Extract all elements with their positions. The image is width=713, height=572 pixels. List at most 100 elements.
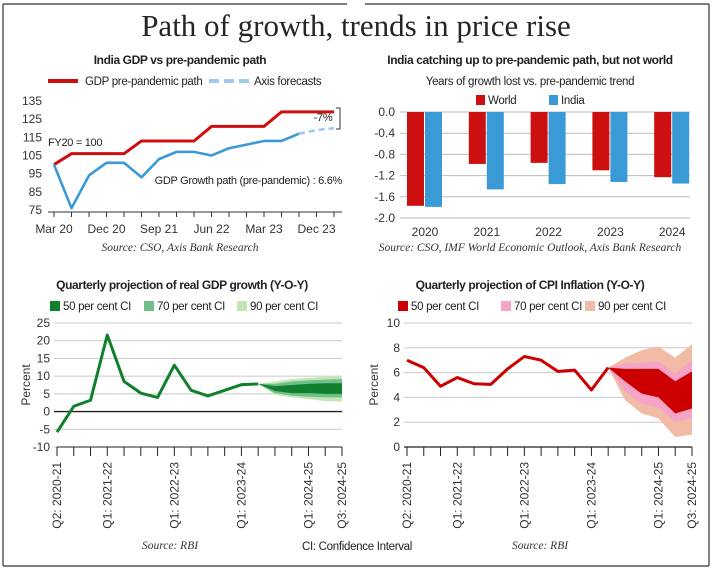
gap-bracket [336,107,341,130]
y-tick-label: 75 [29,203,43,217]
legend-label: 50 per cent CI [63,301,131,313]
series-line-actual [55,333,259,433]
y-tick-label: 135 [22,94,42,108]
y-tick-label: -0.8 [374,147,395,161]
legend-label: 70 per cent CI [157,301,225,313]
x-tick-label: Q1: 2023-24 [234,462,248,529]
y-tick-label: 4 [393,390,400,404]
x-tick-label: 2020 [412,225,439,239]
bar-india-2023 [610,112,628,182]
frame [2,3,710,567]
y-tick-label: -1.2 [374,169,395,183]
legend-swatch-70 [501,301,511,311]
chart-title: India catching up to pre-pandemic path, … [387,53,673,67]
y-tick-label: 2 [393,415,400,429]
legend-swatch-world [476,95,485,105]
y-tick-label: 125 [22,112,42,126]
band-ci50 [258,383,342,394]
bar-india-2020 [425,112,442,207]
chart-source: Source: RBI [512,540,569,552]
bar-world-2023 [592,112,610,171]
y-tick-label: 10 [387,316,401,330]
y-tick-label: 10 [37,369,51,383]
x-tick-label: 2023 [597,225,624,239]
band-ci50 [608,367,692,414]
legend-swatch-70 [144,301,154,311]
y-tick-label: 115 [23,130,42,144]
y-tick-label: 95 [29,167,43,181]
legend-swatch-50 [398,301,408,311]
legend-label: World [488,95,516,107]
x-tick-label: Q1: 2021-22 [100,462,114,529]
chart-source: Source: CSO, Axis Bank Research [101,242,258,254]
series-line-actual [406,354,610,392]
y-tick-label: 0 [393,440,400,454]
y-tick-label: 25 [37,316,51,330]
cpi-projection-chart: Quarterly projection of CPI Inflation (Y… [367,278,699,552]
y-tick-label: -0.4 [374,126,395,140]
legend-swatch-90 [237,301,247,311]
series-line-pre-pandemic [53,110,334,166]
bar-india-2021 [486,112,504,190]
chart-title: Quarterly projection of CPI Inflation (Y… [416,278,645,292]
legend-swatch-india [549,95,558,105]
legend-swatch-50 [50,301,60,311]
x-tick-label: Jun 22 [193,222,229,236]
y-tick-label: 5 [43,387,50,401]
y-tick-label: -2.0 [374,211,395,225]
x-tick-label: 2022 [535,225,562,239]
bar-world-2022 [530,112,548,163]
bar-world-2021 [468,112,486,164]
x-tick-label: Mar 20 [35,222,73,236]
x-tick-label: 2024 [659,225,686,239]
growth-path-annotation: GDP Growth path (pre-pandemic) : 6.6% [155,175,343,187]
legend-label: India [561,95,585,107]
legend-label: GDP pre-pandemic path [85,76,203,88]
y-tick-label: -5 [39,422,50,436]
y-axis-label: Percent [367,364,381,406]
series-line-gdp-actual [52,132,300,210]
gap-annotation: -7% [314,112,333,124]
x-tick-label: Q3: 2024-25 [335,462,349,529]
x-tick-label: Q1: 2024-25 [651,462,665,529]
bar-world-2020 [407,112,424,206]
y-tick-label: 6 [393,366,400,380]
legend-label: 90 per cent CI [250,301,318,313]
y-tick-label: -1.6 [374,190,395,204]
chart-subtitle: Years of growth lost vs. pre-pandemic tr… [426,76,634,88]
chart-source: Source: RBI [142,540,199,552]
footnote: CI: Confidence Interval [302,541,412,553]
bar-world-2024 [654,112,672,178]
y-tick-label: 20 [37,334,51,348]
x-tick-label: Q1: 2023-24 [584,462,598,529]
bar-india-2022 [548,112,566,185]
legend-label: 50 per cent CI [411,301,479,313]
legend-swatch-90 [585,301,595,311]
legend-label: 70 per cent CI [514,301,582,313]
gdp-growth-projection-chart: Quarterly projection of real GDP growth … [19,278,349,552]
x-tick-label: 2021 [473,225,500,239]
x-tick-label: Q1: 2022-23 [167,462,181,529]
x-tick-label: Mar 23 [245,222,283,236]
series-line-axis-forecast [298,126,335,135]
page-title: Path of growth, trends in price rise [141,8,571,43]
bar-india-2024 [672,112,690,184]
y-tick-label: -10 [33,440,51,454]
y-tick-label: 8 [393,341,400,355]
chart-source: Source: CSO, IMF World Economic Outlook,… [379,242,682,254]
x-tick-label: Q2: 2020-21 [50,462,64,529]
years-lost-bar-chart: India catching up to pre-pandemic path, … [374,53,690,254]
base-annotation: FY20 = 100 [48,137,102,149]
x-tick-label: Dec 20 [87,222,125,236]
x-tick-label: Dec 23 [297,222,335,236]
x-tick-label: Q3: 2024-25 [685,462,699,529]
chart-title: Quarterly projection of real GDP growth … [56,278,308,292]
y-tick-label: 0.0 [378,105,395,119]
x-tick-label: Q1: 2021-22 [450,462,464,529]
x-tick-label: Sep 21 [140,222,178,236]
y-tick-label: 15 [37,351,51,365]
y-tick-label: 0 [43,405,50,419]
legend-label: 90 per cent CI [598,301,666,313]
y-axis-label: Percent [19,364,33,406]
